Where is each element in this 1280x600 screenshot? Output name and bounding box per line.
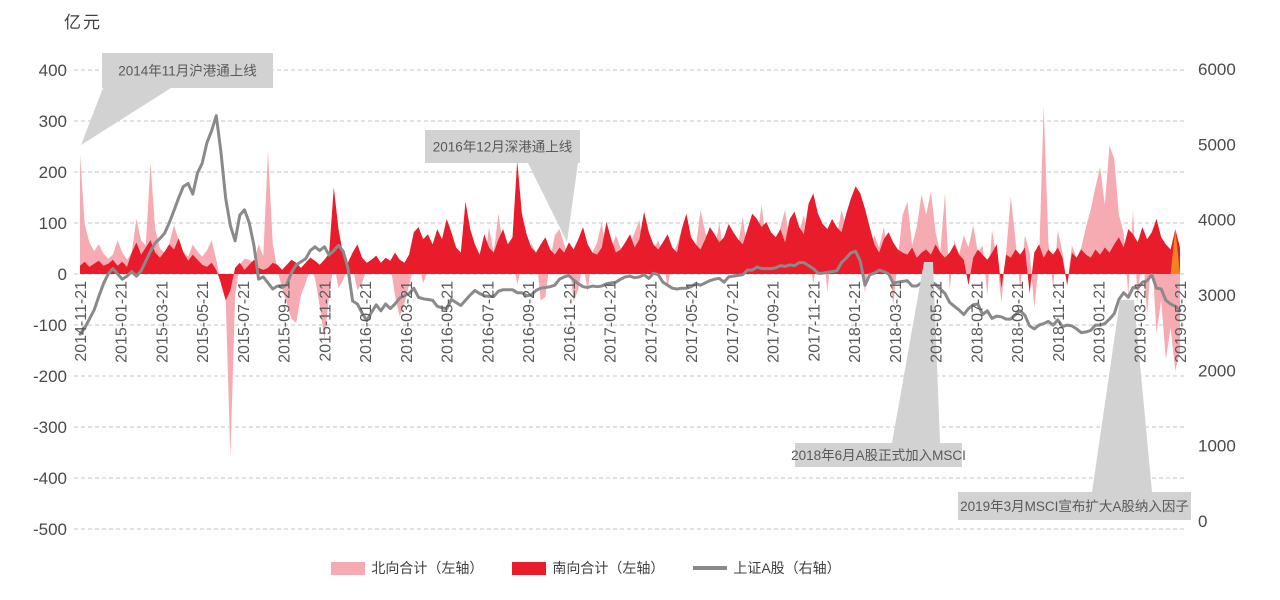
annotation-box-2 <box>795 443 962 467</box>
x-axis-tick-label: 2016-03-21 <box>399 281 416 363</box>
annotation-text-3: 2019年3月MSCI宣布扩大A股纳入因子 <box>960 499 1189 514</box>
legend-item-northbound: 北向合计（左轴） <box>331 558 483 578</box>
x-axis-tick-label: 2016-01-21 <box>358 281 375 363</box>
x-axis-tick-label: 2015-01-21 <box>114 281 131 363</box>
annotation-box-1 <box>425 130 580 163</box>
series-area-northbound <box>80 105 1180 458</box>
left-axis-tick-label: -100 <box>33 316 67 335</box>
annotation-text-0: 2014年11月沪港通上线 <box>118 64 257 79</box>
left-axis-tick-label: 300 <box>39 112 67 131</box>
left-axis-tick-label: 100 <box>39 214 67 233</box>
x-axis-tick-label: 2019-03-21 <box>1132 281 1149 363</box>
x-axis-tick-label: 2015-03-21 <box>154 281 171 363</box>
x-axis-tick-label: 2015-05-21 <box>195 281 212 363</box>
legend-item-southbound: 南向合计（左轴） <box>512 558 664 578</box>
x-axis-tick-label: 2016-05-21 <box>440 281 457 363</box>
x-axis-tick-label: 2016-11-21 <box>562 281 579 362</box>
x-axis-tick-label: 2015-11-21 <box>317 281 334 362</box>
series-area-southbound <box>80 160 1180 301</box>
x-axis-tick-label: 2018-11-21 <box>1051 281 1068 362</box>
x-axis-tick-label: 2015-07-21 <box>236 281 253 363</box>
left-axis-tick-label: 400 <box>39 61 67 80</box>
x-axis-tick-label: 2017-09-21 <box>766 281 783 363</box>
annotation-pointer-2 <box>892 262 940 443</box>
right-axis-tick-label: 5000 <box>1198 135 1236 154</box>
left-axis-tick-label: -200 <box>33 367 67 386</box>
series-line-sse-a-share <box>78 114 1182 336</box>
right-axis-tick-label: 2000 <box>1198 361 1236 380</box>
legend-swatch-sse-a-share <box>693 566 728 570</box>
x-axis-tick-label: 2018-09-21 <box>1010 281 1027 363</box>
x-axis-tick-label: 2017-11-21 <box>806 281 823 362</box>
annotation-box-3 <box>958 492 1191 520</box>
left-axis-tick-label: 0 <box>58 265 67 284</box>
x-axis-tick-label: 2018-05-21 <box>929 281 946 363</box>
x-axis-tick-label: 2014-11-21 <box>73 281 90 362</box>
x-axis-tick-label: 2015-09-21 <box>277 281 294 363</box>
legend-swatch-southbound <box>512 561 547 575</box>
left-axis-tick-label: -400 <box>33 469 67 488</box>
x-axis-tick-label: 2017-07-21 <box>725 281 742 363</box>
left-axis-tick-label: -500 <box>33 520 67 539</box>
legend-swatch-northbound <box>331 561 366 575</box>
left-axis-tick-label: -300 <box>33 418 67 437</box>
x-axis-tick-label: 2016-07-21 <box>480 281 497 363</box>
right-axis-tick-label: 6000 <box>1198 60 1236 79</box>
annotation-pointer-3 <box>1092 300 1152 492</box>
annotation-text-1: 2016年12月深港通上线 <box>433 140 573 155</box>
right-axis-tick-label: 0 <box>1198 512 1207 531</box>
x-axis-tick-label: 2017-03-21 <box>643 281 660 363</box>
x-axis-tick-label: 2016-09-21 <box>521 281 538 363</box>
right-axis-tick-label: 3000 <box>1198 286 1236 305</box>
right-axis-tick-label: 4000 <box>1198 211 1236 230</box>
x-axis-tick-label: 2018-01-21 <box>847 281 864 363</box>
x-axis-tick-label: 2017-05-21 <box>684 281 701 363</box>
x-axis-tick-label: 2018-03-21 <box>888 281 905 363</box>
legend-label-northbound: 北向合计（左轴） <box>371 560 484 576</box>
legend: 北向合计（左轴） 南向合计（左轴） 上证A股（右轴） <box>0 558 1280 578</box>
annotation-pointer-0 <box>81 88 171 145</box>
legend-item-sse-a-share: 上证A股（右轴） <box>693 558 841 578</box>
series-latest-week-highlight <box>1170 229 1180 274</box>
annotation-box-0 <box>102 53 273 88</box>
left-axis-unit-label: 亿元 <box>64 13 102 32</box>
legend-label-southbound: 南向合计（左轴） <box>552 560 665 576</box>
x-axis-tick-label: 2019-05-21 <box>1173 281 1190 363</box>
x-axis-tick-label: 2019-01-21 <box>1092 281 1109 363</box>
x-axis-tick-label: 2018-07-21 <box>969 281 986 363</box>
annotation-pointer-1 <box>528 163 578 242</box>
x-axis-tick-label: 2017-01-21 <box>603 281 620 363</box>
left-axis-tick-label: 200 <box>39 163 67 182</box>
annotation-text-2: 2018年6月A股正式加入MSCI <box>791 448 966 463</box>
right-axis-tick-label: 1000 <box>1198 437 1236 456</box>
legend-label-sse-a-share: 上证A股（右轴） <box>733 560 841 576</box>
